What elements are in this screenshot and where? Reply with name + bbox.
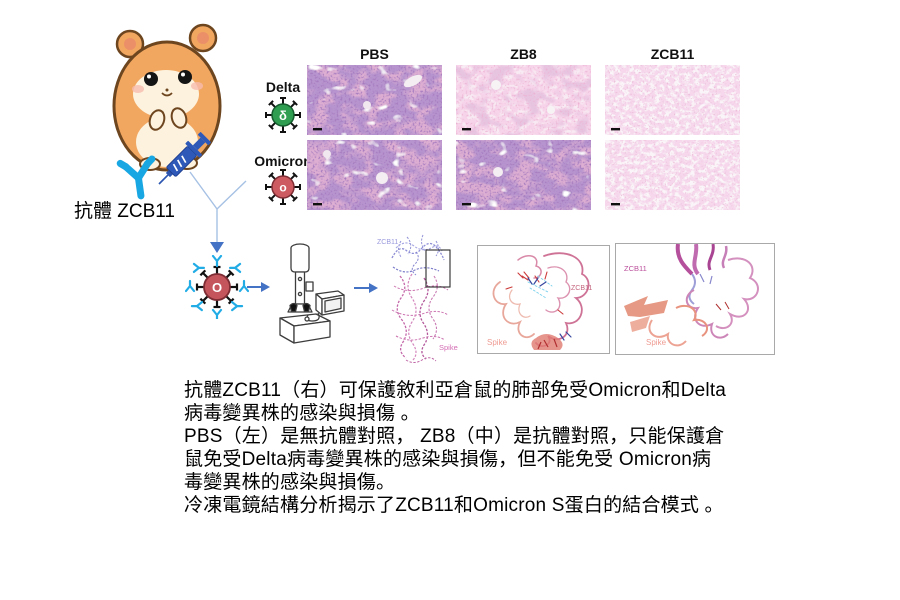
- zoom-region-rectangle: [425, 249, 451, 288]
- scale-bar: [462, 203, 471, 206]
- closeup1-zcb11-label: ZCB11: [571, 285, 592, 292]
- scale-bar: [462, 128, 471, 131]
- omicron-virus-icon: o: [265, 169, 301, 205]
- closeup2-spike-label: Spike: [646, 338, 667, 347]
- down-arrowhead-icon: [210, 242, 224, 253]
- antibody-icon: [116, 155, 156, 200]
- histology-image-delta-zcb11: [605, 65, 740, 135]
- row-label-omicron: Omicron: [254, 153, 312, 169]
- histology-col-header-zb8: ZB8: [510, 46, 537, 62]
- omicron-symbol: o: [279, 181, 286, 195]
- histology-col-header-pbs: PBS: [360, 46, 389, 62]
- histology-image-omicron-zb8: [456, 140, 591, 210]
- caption-line: 抗體ZCB11（右）可保護敘利亞倉鼠的肺部免受Omicron和Delta: [184, 380, 727, 401]
- caption-line: 毒變異株的感染與損傷。: [184, 472, 396, 493]
- virus-antibody-complex-icon: O: [185, 255, 249, 319]
- caption-block: 抗體ZCB11（右）可保護敘利亞倉鼠的肺部免受Omicron和Delta 病毒變…: [184, 379, 764, 517]
- row-label-delta: Delta: [265, 79, 301, 95]
- histology-image-delta-zb8: [456, 65, 591, 135]
- closeup2-ribbon-drawing: ZCB11 Spike: [624, 244, 759, 347]
- structure-closeup-panel-2: ZCB11 Spike: [615, 243, 775, 355]
- closeup1-ribbon-drawing: ZCB11 Spike: [487, 252, 592, 350]
- scale-bar: [611, 203, 620, 206]
- scale-bar: [313, 128, 322, 131]
- overview-spike-label: Spike: [439, 343, 458, 352]
- scale-bar: [611, 128, 620, 131]
- delta-symbol: δ: [279, 108, 287, 123]
- overview-zcb11-label: ZCB11: [377, 239, 398, 246]
- caption-line: 病毒變異株的感染與損傷 。: [184, 403, 420, 424]
- merge-connector-lines: [189, 171, 247, 242]
- complex-virus-symbol: O: [212, 280, 222, 295]
- histology-image-omicron-pbs: [307, 140, 442, 210]
- closeup2-zcb11-label: ZCB11: [624, 264, 647, 273]
- antibody-label: 抗體 ZCB11: [74, 201, 176, 222]
- closeup1-spike-label: Spike: [487, 338, 508, 347]
- spike-structure-overview: ZCB11 Spike: [377, 234, 458, 363]
- histology-image-omicron-zcb11: [605, 140, 740, 210]
- arrow-microscope-to-structure-icon: [354, 283, 378, 293]
- histology-image-delta-pbs: [307, 65, 442, 135]
- hamster-illustration: [112, 23, 222, 172]
- caption-line: 冷凍電鏡結構分析揭示了ZCB11和Omicron S蛋白的結合模式 。: [184, 495, 724, 516]
- delta-virus-icon: δ: [265, 97, 301, 133]
- scale-bar: [313, 203, 322, 206]
- caption-line: PBS（左）是無抗體對照， ZB8（中）是抗體對照，只能保護倉: [184, 426, 725, 447]
- arrow-complex-to-microscope-icon: [247, 282, 270, 292]
- histology-col-header-zcb11: ZCB11: [650, 46, 695, 62]
- caption-line: 鼠免受Delta病毒變異株的感染與損傷，但不能免受 Omicron病: [184, 449, 712, 470]
- syringe-icon: [158, 132, 211, 185]
- cryo-em-microscope-icon: [279, 243, 345, 344]
- structure-closeup-panel-1: ZCB11 Spike: [477, 245, 610, 354]
